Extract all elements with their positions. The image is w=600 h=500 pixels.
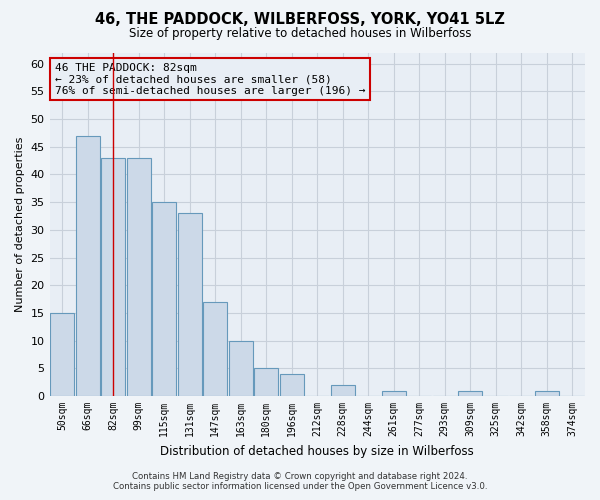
- Text: Contains HM Land Registry data © Crown copyright and database right 2024.
Contai: Contains HM Land Registry data © Crown c…: [113, 472, 487, 491]
- Y-axis label: Number of detached properties: Number of detached properties: [15, 136, 25, 312]
- Bar: [535, 390, 559, 396]
- Bar: [254, 368, 278, 396]
- Bar: [178, 213, 202, 396]
- Bar: [458, 390, 482, 396]
- X-axis label: Distribution of detached houses by size in Wilberfoss: Distribution of detached houses by size …: [160, 444, 474, 458]
- Bar: [152, 202, 176, 396]
- Text: Size of property relative to detached houses in Wilberfoss: Size of property relative to detached ho…: [129, 28, 471, 40]
- Text: 46, THE PADDOCK, WILBERFOSS, YORK, YO41 5LZ: 46, THE PADDOCK, WILBERFOSS, YORK, YO41 …: [95, 12, 505, 28]
- Bar: [280, 374, 304, 396]
- Text: 46 THE PADDOCK: 82sqm
← 23% of detached houses are smaller (58)
76% of semi-deta: 46 THE PADDOCK: 82sqm ← 23% of detached …: [55, 63, 365, 96]
- Bar: [50, 313, 74, 396]
- Bar: [229, 340, 253, 396]
- Bar: [101, 158, 125, 396]
- Bar: [76, 136, 100, 396]
- Bar: [331, 385, 355, 396]
- Bar: [382, 390, 406, 396]
- Bar: [127, 158, 151, 396]
- Bar: [203, 302, 227, 396]
